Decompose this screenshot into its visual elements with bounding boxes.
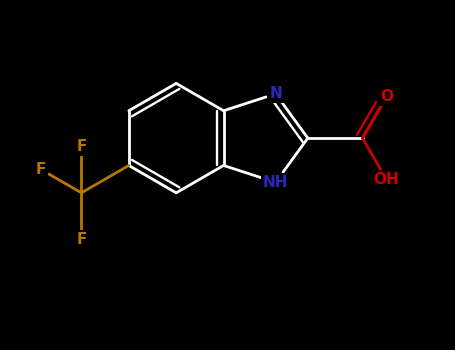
Text: N: N: [269, 86, 282, 102]
Text: F: F: [76, 232, 86, 247]
Text: OH: OH: [374, 172, 399, 187]
Text: NH: NH: [263, 175, 288, 190]
Text: O: O: [380, 89, 393, 104]
Text: F: F: [36, 162, 46, 177]
Text: F: F: [76, 139, 86, 154]
